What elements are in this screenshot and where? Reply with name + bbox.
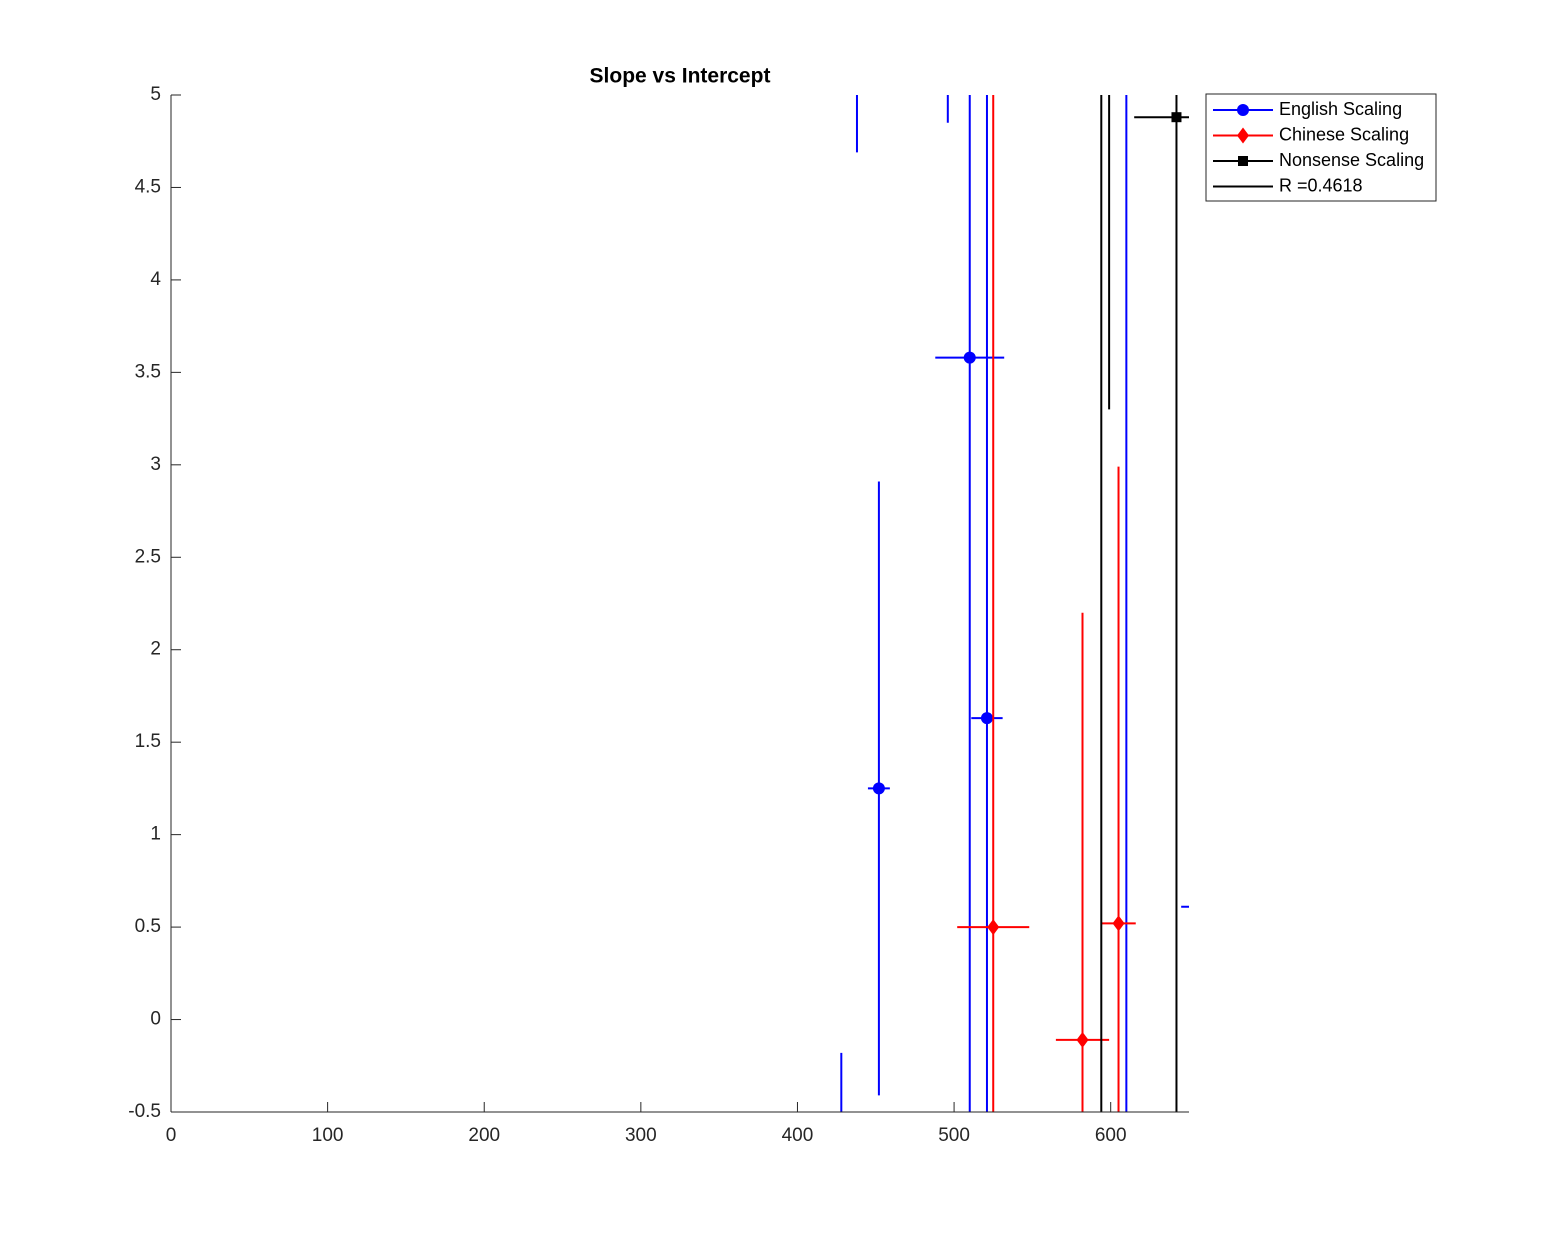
- legend-marker: [1237, 127, 1249, 144]
- x-tick-label: 200: [468, 1125, 500, 1146]
- y-tick-label: 0.5: [135, 916, 161, 937]
- y-tick-label: 3.5: [135, 361, 161, 382]
- x-tick-label: 100: [312, 1125, 344, 1146]
- legend-marker: [1238, 156, 1248, 166]
- point: [987, 919, 1000, 936]
- legend-label: English Scaling: [1279, 99, 1402, 119]
- x-tick-label: 600: [1095, 1125, 1127, 1146]
- point: [1206, 901, 1218, 913]
- legend-label: Chinese Scaling: [1279, 124, 1409, 144]
- legend-marker: [1237, 104, 1249, 116]
- y-tick-label: 3: [150, 454, 161, 475]
- x-tick-label: 400: [782, 1125, 814, 1146]
- y-tick-label: 4: [150, 269, 161, 290]
- point: [872, 782, 885, 795]
- y-tick-label: 0: [150, 1009, 161, 1030]
- y-tick-label: 5: [150, 84, 161, 105]
- y-tick-label: 2.5: [135, 546, 161, 567]
- legend-label: Nonsense Scaling: [1279, 150, 1424, 170]
- y-tick-label: 1.5: [135, 731, 161, 752]
- y-tick-label: -0.5: [128, 1101, 161, 1122]
- y-tick-label: 1: [150, 824, 161, 845]
- x-tick-label: 500: [938, 1125, 970, 1146]
- chart-title: Slope vs Intercept: [590, 65, 771, 88]
- point: [1076, 1031, 1089, 1048]
- plot-area: [840, 95, 1218, 1112]
- point: [980, 712, 993, 725]
- x-tick-label: 300: [625, 1125, 657, 1146]
- point: [963, 351, 976, 364]
- y-tick-label: 4.5: [135, 176, 161, 197]
- x-tick-label: 0: [166, 1125, 177, 1146]
- point: [1112, 915, 1125, 932]
- point: [1171, 112, 1182, 123]
- legend-label: R =0.4618: [1279, 175, 1363, 195]
- y-tick-label: 2: [150, 639, 161, 660]
